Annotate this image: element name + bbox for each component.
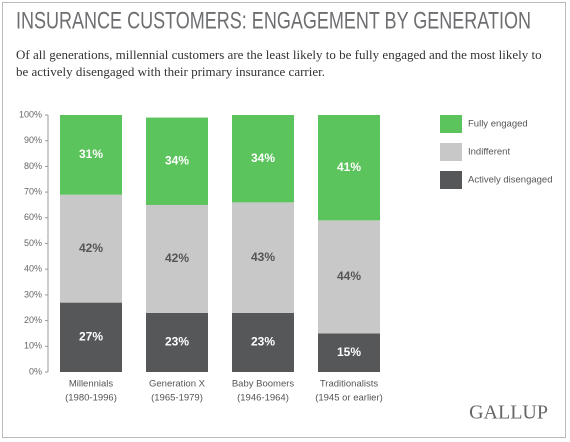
value-label: 23% [251,335,275,349]
bar-segment [146,312,208,372]
y-tick-label: 30% [24,289,42,299]
bar-segment [146,204,208,313]
value-label: 23% [165,335,189,349]
y-tick-label: 80% [24,161,42,171]
x-tick-label: Millennials [69,379,114,390]
bar-segment [318,333,380,372]
legend-swatch [440,115,462,133]
y-tick-label: 60% [24,212,42,222]
x-tick-sublabel: (1946-1964) [237,393,289,404]
x-tick-label: Traditionalists [320,379,379,390]
chart-title: INSURANCE CUSTOMERS: ENGAGEMENT BY GENER… [16,7,531,34]
brand: GALLUP [469,402,548,424]
x-tick-label: Baby Boomers [232,379,295,390]
frame [2,2,566,438]
bar-segment [318,115,380,221]
legend-label: Actively disengaged [468,175,553,186]
bar-segment [232,202,294,313]
y-tick-label: 90% [24,135,42,145]
y-tick-label: 0% [29,366,42,376]
value-label: 44% [337,269,361,283]
legend-label: Indifferent [468,147,510,158]
subtitle: Of all generations, millennial customers… [16,47,542,79]
value-label: 27% [79,329,103,343]
x-tick-sublabel: (1965-1979) [151,393,203,404]
bar-segment [318,220,380,334]
x-tick-label: Generation X [149,379,206,390]
value-label: 42% [165,251,189,265]
y-tick-label: 100% [19,109,42,119]
value-label: 43% [251,250,275,264]
value-label: 31% [79,147,103,161]
bar-segment [60,302,122,372]
legend-label: Fully engaged [468,119,528,130]
y-tick-label: 70% [24,186,42,196]
y-tick-label: 10% [24,341,42,351]
y-tick-label: 20% [24,315,42,325]
value-label: 34% [251,151,275,165]
bar-segment [232,312,294,372]
y-tick-label: 40% [24,264,42,274]
x-tick-sublabel: (1945 or earlier) [315,393,383,404]
value-label: 34% [165,153,189,167]
value-label: 42% [79,241,103,255]
value-label: 15% [337,345,361,359]
value-label: 41% [337,160,361,174]
y-tick-label: 50% [24,238,42,248]
bar-segment [232,115,294,203]
x-tick-sublabel: (1980-1996) [65,393,117,404]
bar-segment [60,194,122,303]
legend-swatch [440,143,462,161]
bar-segment [146,117,208,205]
bar-segment [60,115,122,195]
legend-swatch [440,171,462,189]
